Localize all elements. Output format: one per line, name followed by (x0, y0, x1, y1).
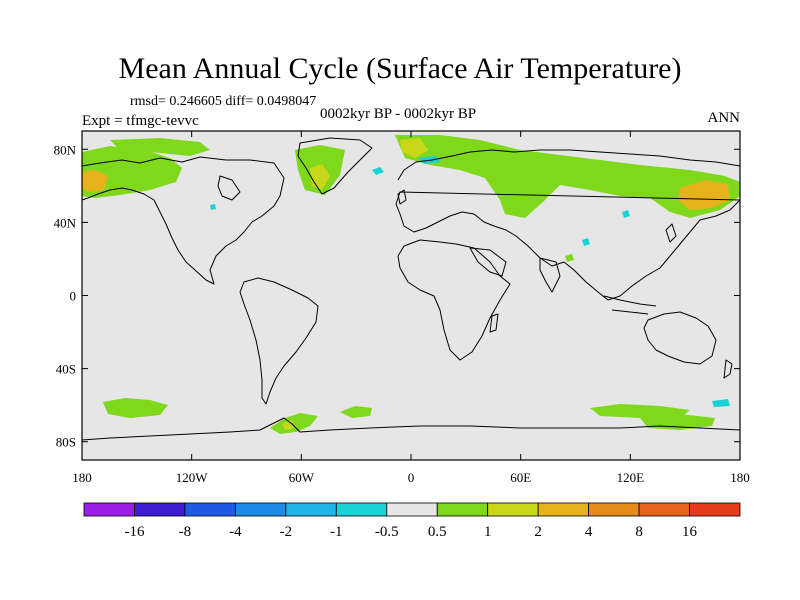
anomaly-barents-high (400, 138, 428, 158)
colorbar-label: 1 (484, 524, 492, 540)
colorbar-label: -2 (280, 524, 293, 540)
latitude-axis: 80N 40N 0 40S 80S (54, 142, 740, 450)
longitude-axis: 180 120W 60W 0 60E 120E 180 (72, 131, 750, 485)
coast-south-america (239, 277, 319, 405)
colorbar-label: 8 (635, 524, 643, 540)
lat-tick-label: 40N (54, 215, 77, 230)
colorbar-label: 2 (534, 524, 542, 540)
lon-tick-label: 180 (72, 470, 92, 485)
coast-hudson-bay (217, 175, 241, 201)
anomaly-neg-pacific (622, 210, 630, 218)
coast-arabia (469, 247, 507, 277)
lat-tick-label: 80N (54, 142, 77, 157)
colorbar-swatch (285, 502, 337, 517)
coast-japan (665, 223, 677, 243)
negative-anomaly-regions (210, 156, 730, 407)
anomaly-southern-ocean-west (103, 398, 168, 418)
anomaly-weddell (340, 406, 372, 418)
lon-tick-label: 0 (408, 470, 415, 485)
coast-indonesia (603, 295, 657, 315)
coast-india (539, 257, 561, 293)
colorbar-label: 16 (682, 524, 698, 540)
colorbar-swatch (134, 502, 186, 517)
anomaly-arctic-russia (395, 135, 740, 218)
coast-uk (397, 189, 407, 205)
colorbar: -16 -8 -4 -2 -1 -0.5 0.5 1 2 4 8 16 (83, 502, 741, 540)
experiment-label: Expt = tfmgc-tevvc (82, 113, 199, 129)
coast-greenland (297, 137, 373, 195)
lat-tick-label: 80S (56, 435, 76, 450)
colorbar-swatch (234, 502, 287, 517)
colorbar-label: -16 (124, 524, 144, 540)
colorbar-label: -0.5 (375, 524, 399, 540)
anomaly-neg-atlantic (210, 204, 216, 210)
colorbar-swatch (335, 502, 388, 517)
anomaly-tibet (565, 254, 574, 262)
page-title: Mean Annual Cycle (Surface Air Temperatu… (118, 52, 682, 85)
lon-tick-label: 120W (176, 470, 209, 485)
anomaly-siberia-high (678, 180, 730, 210)
colorbar-swatch (588, 502, 640, 517)
coast-australia (643, 311, 717, 365)
colorbar-swatch (537, 502, 590, 517)
coastlines (81, 137, 741, 441)
colorbar-label: 4 (585, 524, 593, 540)
lat-tick-label: 0 (70, 289, 77, 304)
lat-tick-label: 40S (56, 362, 76, 377)
anomaly-neg-asia (582, 238, 590, 246)
coast-europe-asia (395, 149, 741, 301)
anomaly-canada-arctic (110, 138, 210, 156)
lon-tick-label: 120E (617, 470, 645, 485)
coast-madagascar (489, 313, 499, 333)
anomaly-neg-iceland (372, 167, 384, 175)
colorbar-label: 0.5 (428, 524, 447, 540)
colorbar-swatch (436, 502, 489, 517)
period-label: 0002kyr BP - 0002kyr BP (320, 106, 477, 122)
season-label: ANN (707, 110, 741, 126)
colorbar-label: -8 (179, 524, 192, 540)
coast-africa (397, 239, 511, 361)
colorbar-swatch (689, 502, 741, 517)
colorbar-label: -4 (229, 524, 242, 540)
lon-tick-label: 60W (289, 470, 315, 485)
stats-label: rmsd= 0.246605 diff= 0.0498047 (130, 94, 317, 109)
coast-north-america (81, 156, 285, 285)
lon-tick-label: 60E (510, 470, 531, 485)
colorbar-swatch (83, 502, 135, 517)
lon-tick-label: 180 (730, 470, 750, 485)
colorbar-label: -1 (330, 524, 343, 540)
colorbar-swatch (638, 502, 690, 517)
colorbar-swatch (386, 502, 438, 517)
anomaly-antarctic-high (282, 420, 294, 430)
anomaly-antarctic-peninsula (270, 413, 318, 434)
coast-new-zealand (723, 359, 733, 379)
anomaly-south-indian (590, 404, 690, 418)
anomaly-alaska-high (82, 170, 108, 192)
coast-antarctica (81, 417, 741, 441)
anomaly-neg-southern (712, 399, 730, 407)
colorbar-swatch (184, 502, 236, 517)
colorbar-swatch (487, 502, 539, 517)
